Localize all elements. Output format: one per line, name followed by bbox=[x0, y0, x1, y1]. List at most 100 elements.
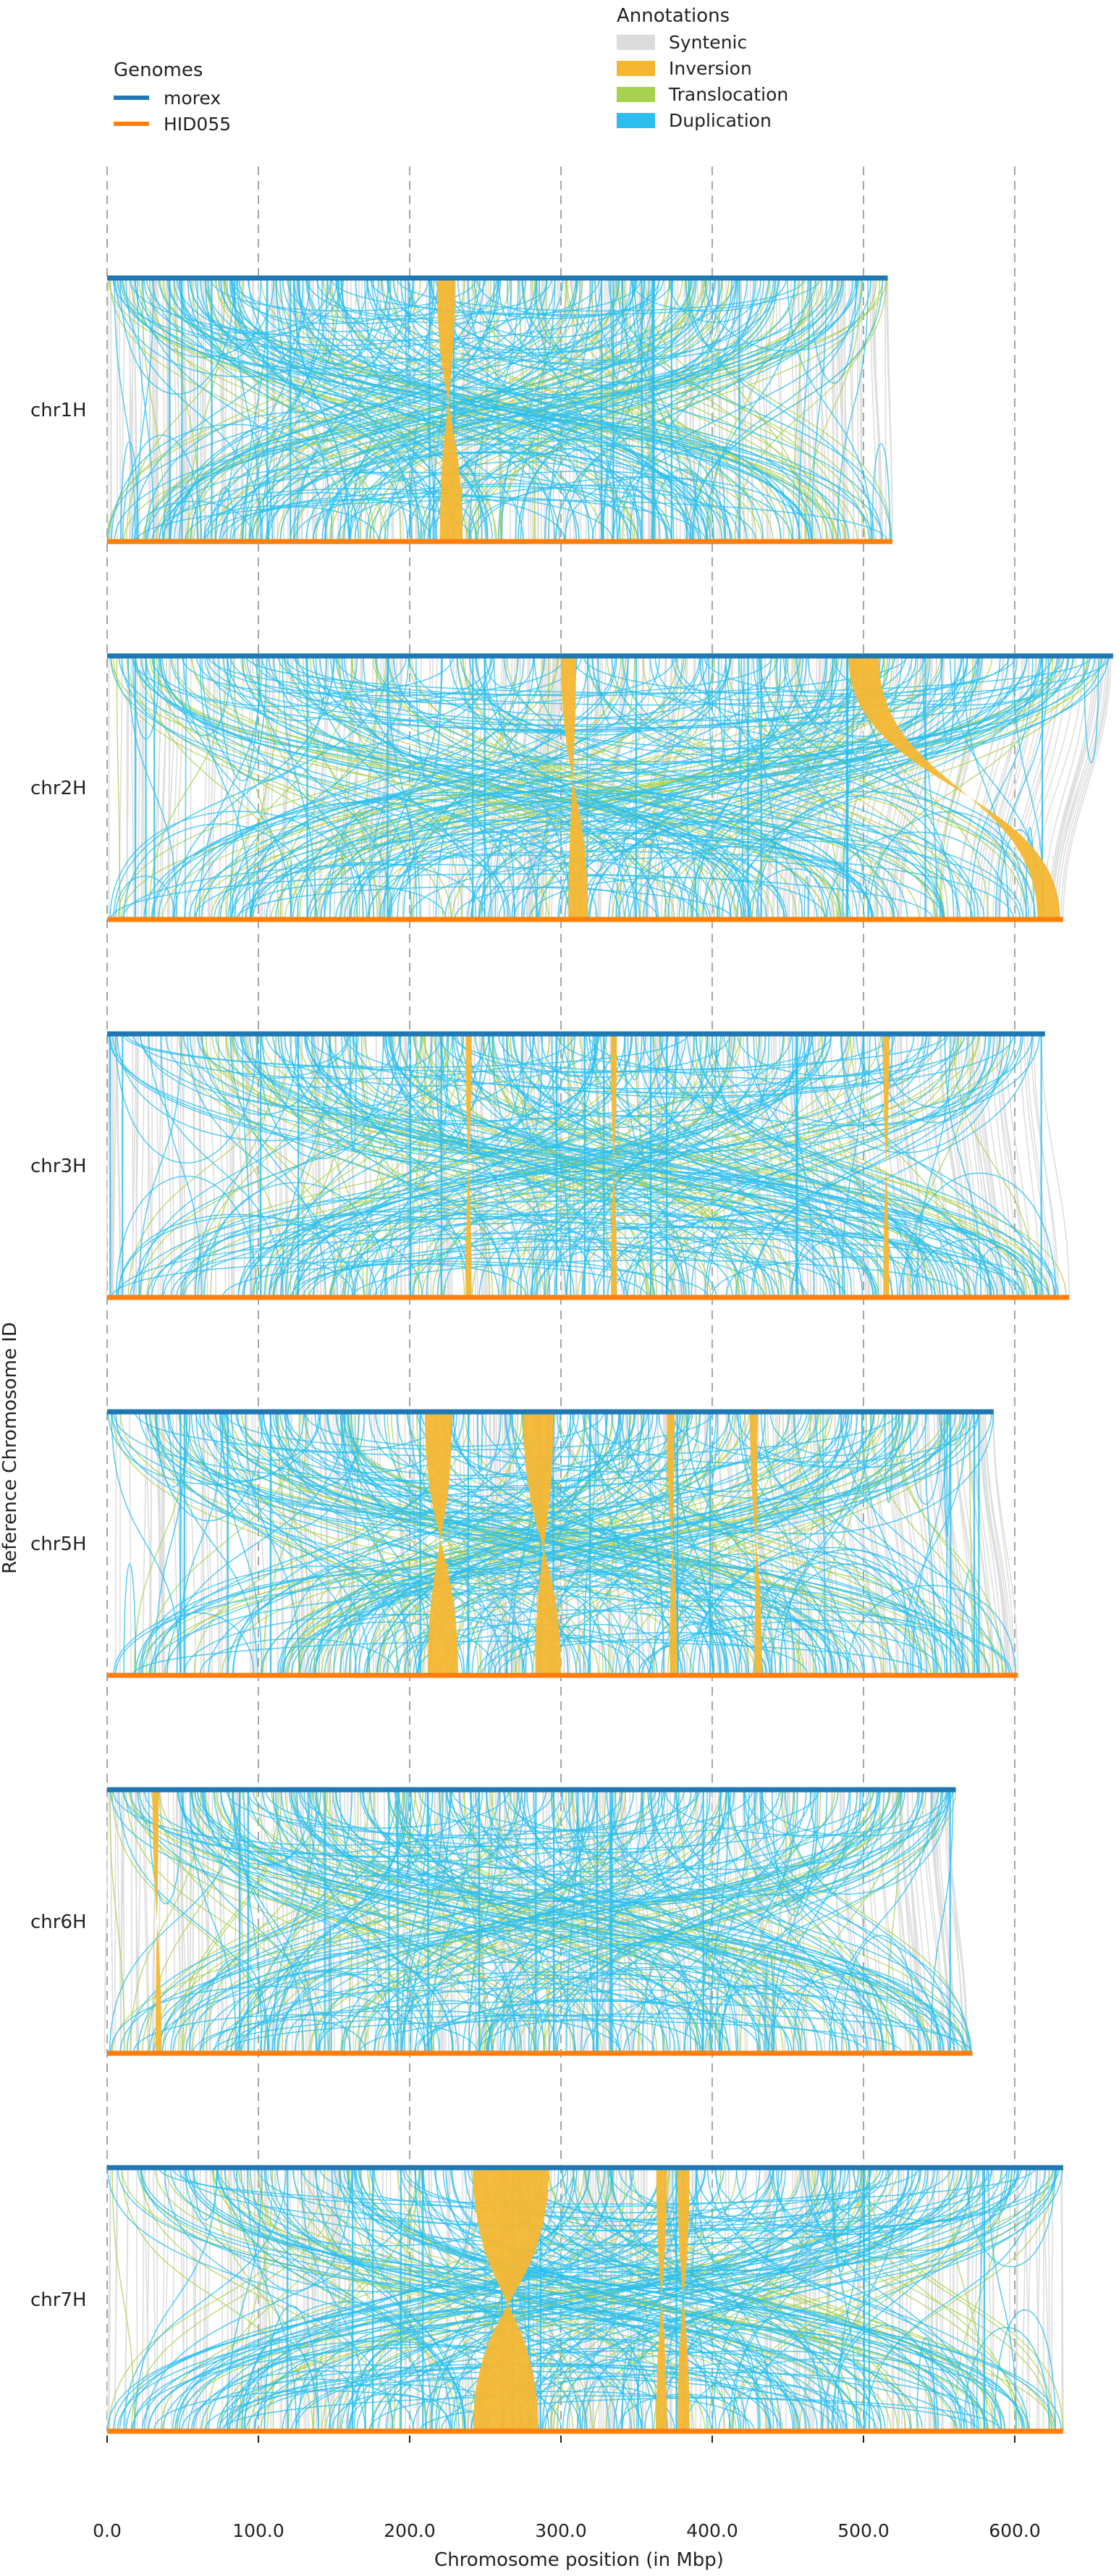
duplication-link bbox=[803, 875, 810, 920]
duplication-link bbox=[554, 1789, 950, 2054]
duplication-link bbox=[430, 1789, 472, 2054]
duplication-link bbox=[219, 655, 617, 920]
syntenic-link bbox=[397, 1411, 406, 1676]
duplication-link bbox=[528, 1033, 782, 1298]
duplication-link bbox=[596, 2167, 848, 2432]
translocation-link bbox=[510, 1033, 617, 1298]
inversion-links bbox=[436, 278, 463, 542]
syntenic-link bbox=[137, 655, 142, 920]
duplication-link bbox=[231, 277, 553, 320]
duplication-link bbox=[243, 1789, 262, 2054]
duplication-link bbox=[452, 1789, 819, 1835]
duplication-link bbox=[652, 1033, 810, 1161]
syntenic-link bbox=[637, 277, 640, 542]
translocation-link bbox=[489, 1033, 658, 1298]
syntenic-link bbox=[259, 655, 269, 920]
duplication-link bbox=[617, 846, 872, 920]
duplication-link bbox=[316, 277, 413, 542]
duplication-links bbox=[106, 2167, 1063, 2432]
syntenic-link bbox=[112, 1033, 117, 1298]
syntenic-link bbox=[775, 277, 785, 542]
duplication-link bbox=[394, 1033, 594, 1298]
syntenic-link bbox=[869, 277, 877, 542]
duplication-link bbox=[382, 1609, 767, 1676]
duplication-link bbox=[221, 2395, 980, 2432]
syntenic-link bbox=[871, 277, 882, 542]
translocation-link bbox=[771, 1789, 788, 2054]
syntenic-link bbox=[166, 1033, 172, 1298]
syntenic-link bbox=[1026, 2167, 1032, 2432]
syntenic-link bbox=[661, 655, 695, 920]
translocation-link bbox=[462, 655, 715, 920]
duplication-link bbox=[488, 655, 1070, 920]
syntenic-link bbox=[856, 277, 859, 542]
syntenic-link bbox=[983, 655, 1031, 920]
duplication-link bbox=[884, 1411, 893, 1503]
duplication-link bbox=[499, 1789, 589, 2054]
duplication-link bbox=[474, 655, 942, 920]
duplication-link bbox=[156, 1411, 190, 1488]
duplication-link bbox=[368, 2391, 755, 2432]
translocation-link bbox=[571, 1789, 964, 2054]
syntenic-link bbox=[945, 1789, 968, 2054]
duplication-link bbox=[571, 1411, 992, 1500]
duplication-link bbox=[744, 1789, 882, 1838]
inversion-ribbon bbox=[465, 1034, 472, 1297]
syntenic-link bbox=[363, 1411, 374, 1676]
syntenic-link bbox=[1026, 1033, 1050, 1298]
duplication-link bbox=[295, 2311, 669, 2432]
duplication-link bbox=[324, 801, 752, 920]
duplication-link bbox=[273, 1188, 998, 1298]
duplication-link bbox=[469, 1789, 945, 2054]
duplication-link bbox=[732, 2316, 823, 2432]
duplication-link bbox=[138, 1033, 182, 1298]
duplication-link bbox=[195, 1411, 357, 1676]
genomes-legend: Genomes morex HID055 bbox=[114, 59, 231, 135]
inversion-ribbon bbox=[473, 2168, 549, 2431]
translocation-link bbox=[793, 1411, 884, 1676]
translocation-link bbox=[577, 1033, 979, 1298]
duplication-link bbox=[591, 495, 672, 542]
duplication-link bbox=[187, 2310, 778, 2432]
translocation-link bbox=[701, 655, 1088, 920]
duplication-link bbox=[289, 1033, 472, 1298]
syntenic-link bbox=[109, 2167, 111, 2432]
duplication-link bbox=[831, 2167, 850, 2273]
duplication-link bbox=[146, 277, 816, 542]
duplication-link bbox=[541, 2386, 675, 2432]
legend-swatch-inversion bbox=[617, 61, 655, 76]
duplication-link bbox=[207, 277, 489, 542]
translocation-link bbox=[113, 655, 444, 920]
duplication-link bbox=[109, 1789, 241, 2054]
syntenic-link bbox=[992, 1411, 1018, 1676]
syntenic-link bbox=[176, 1411, 182, 1676]
duplication-link bbox=[184, 655, 187, 920]
duplication-link bbox=[246, 655, 818, 920]
duplication-link bbox=[671, 1411, 979, 1463]
duplication-link bbox=[286, 1586, 850, 1676]
duplication-link bbox=[772, 2167, 1008, 2259]
syntenic-link bbox=[290, 1411, 301, 1676]
duplication-link bbox=[588, 1033, 976, 1079]
syntenic-link bbox=[131, 277, 134, 542]
syntenic-link bbox=[182, 2167, 185, 2432]
syntenic-link bbox=[887, 277, 893, 542]
duplication-link bbox=[341, 1789, 622, 2054]
duplication-link bbox=[296, 1033, 956, 1298]
duplication-link bbox=[660, 1789, 834, 2054]
duplication-link bbox=[595, 1945, 671, 2054]
duplication-link bbox=[634, 277, 699, 542]
duplication-link bbox=[758, 655, 869, 920]
duplication-link bbox=[944, 1033, 981, 1298]
syntenic-link bbox=[1009, 655, 1062, 920]
syntenic-link bbox=[220, 1789, 228, 2054]
duplication-link bbox=[477, 2019, 703, 2054]
duplication-link bbox=[760, 1789, 953, 1837]
duplication-link bbox=[692, 1551, 946, 1676]
duplication-link bbox=[695, 1033, 966, 1298]
syntenic-link bbox=[1033, 1033, 1057, 1298]
duplication-link bbox=[582, 1789, 884, 2054]
translocation-link bbox=[334, 1033, 443, 1298]
duplication-link bbox=[372, 277, 842, 542]
translocation-link bbox=[195, 1033, 324, 1298]
